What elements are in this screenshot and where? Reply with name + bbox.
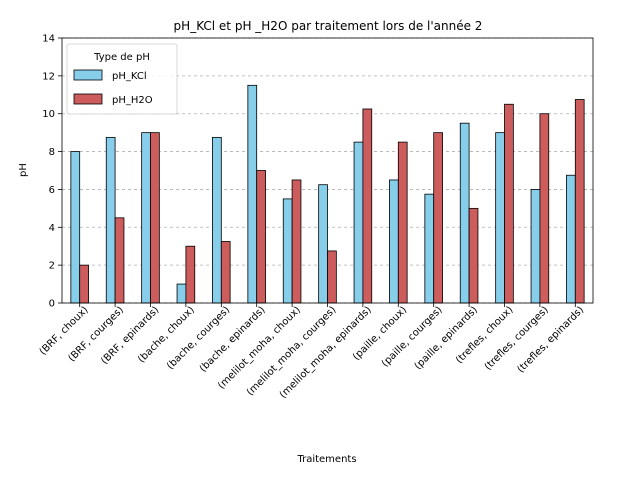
bar-ph-h2o-9 (397, 141, 408, 304)
y-tick-label: 14 (42, 34, 55, 45)
legend-label-ph-kcl: pH_KCl (112, 71, 147, 82)
bar-ph-kcl-7 (318, 184, 328, 304)
legend-label-ph-h2o: pH_H2O (112, 95, 153, 106)
y-tick-label: 10 (42, 109, 55, 120)
bar-ph-h2o-11 (468, 207, 479, 304)
bar-ph-h2o-14 (574, 99, 585, 304)
bar-ph-kcl-2 (141, 132, 151, 304)
bar-ph-kcl-8 (353, 141, 364, 304)
y-tick-label: 4 (49, 223, 55, 234)
bar-ph-kcl-9 (389, 179, 399, 304)
bar-ph-kcl-5 (247, 84, 258, 304)
y-tick-label: 6 (49, 185, 55, 196)
bar-ph-h2o-7 (327, 250, 337, 304)
x-tick-label: (trefles, courges) (483, 304, 551, 372)
x-axis-label: Traitements (296, 454, 356, 465)
bar-ph-kcl-14 (566, 174, 576, 304)
bar-ph-h2o-0 (79, 264, 89, 304)
bar-ph-kcl-12 (495, 132, 505, 304)
legend: Type de pH pH_KCl pH_H2O (66, 43, 178, 115)
x-tick-label: (bache, courges) (165, 304, 232, 371)
y-tick-label: 8 (49, 147, 55, 158)
bar-ph-h2o-6 (291, 179, 302, 304)
bar-ph-kcl-11 (459, 122, 470, 304)
legend-title: Type de pH (93, 52, 150, 63)
bar-ph-h2o-13 (539, 113, 550, 304)
x-tick-label: (paille, courges) (380, 304, 445, 369)
y-tick-label: 0 (49, 299, 55, 310)
y-tick-label: 12 (42, 71, 55, 82)
bar-ph-kcl-1 (105, 136, 116, 304)
x-tick-label: (bache, epinards) (198, 304, 268, 374)
legend-swatch-ph-h2o (73, 93, 103, 105)
legend-swatch-ph-kcl (73, 69, 103, 81)
bar-ph-h2o-8 (362, 108, 373, 304)
x-tick-label: (trefles, epinards) (516, 304, 587, 375)
bar-ph-h2o-3 (185, 245, 196, 304)
bar-ph-kcl-13 (530, 189, 541, 304)
bar-ph-h2o-1 (114, 217, 125, 304)
bar-ph-h2o-2 (150, 132, 160, 304)
bar-ph-h2o-12 (504, 103, 514, 304)
y-tick-label: 2 (49, 261, 55, 272)
x-ticks: (BRF, choux)(BRF, courges)(BRF, epinards… (38, 303, 587, 401)
bars (70, 84, 585, 304)
y-ticks: 0 2 4 6 8 10 12 14 (42, 34, 62, 310)
bar-ph-kcl-3 (176, 283, 187, 304)
bar-ph-kcl-6 (282, 198, 293, 304)
y-axis-label: pH (18, 163, 29, 177)
bar-ph-h2o-5 (256, 170, 266, 304)
bar-ph-kcl-0 (70, 151, 81, 304)
chart-title: pH_KCl et pH _H2O par traitement lors de… (174, 19, 483, 33)
bar-ph-kcl-4 (212, 136, 222, 304)
bar-ph-h2o-4 (220, 241, 231, 304)
bar-ph-kcl-10 (424, 193, 435, 304)
bar-ph-h2o-10 (433, 132, 443, 304)
x-tick-label: (paille, epinards) (413, 304, 480, 371)
